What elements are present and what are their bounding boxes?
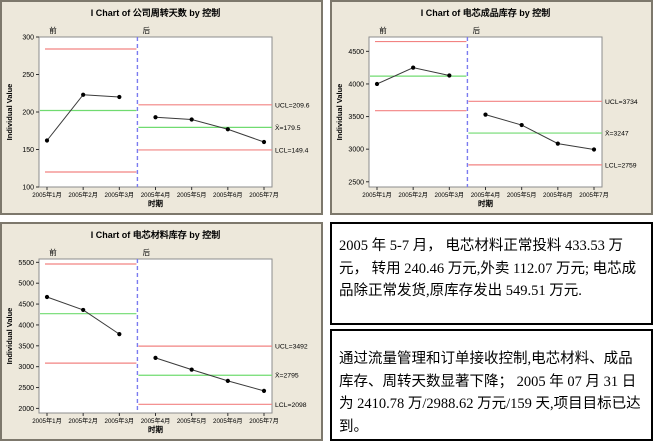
svg-text:X̄=3247: X̄=3247: [605, 130, 629, 138]
svg-text:I Chart of 公司周转天数 by 控制: I Chart of 公司周转天数 by 控制: [91, 7, 221, 18]
svg-text:LCL=2098: LCL=2098: [275, 402, 307, 409]
svg-text:2005年6月: 2005年6月: [543, 191, 573, 199]
svg-text:后: 后: [143, 25, 151, 35]
svg-text:2005年2月: 2005年2月: [68, 191, 98, 199]
svg-text:UCL=3734: UCL=3734: [605, 99, 638, 106]
svg-text:2005年1月: 2005年1月: [362, 191, 392, 199]
svg-text:2005年3月: 2005年3月: [105, 417, 135, 425]
svg-text:Individual Value: Individual Value: [5, 84, 14, 141]
svg-text:2000: 2000: [18, 406, 34, 413]
svg-text:100: 100: [22, 185, 34, 192]
note-project-conclusion-text: 通过流量管理和订单接收控制,电芯材料、成品库存、周转天数显著下降； 2005 年…: [339, 351, 641, 435]
svg-text:UCL=209.6: UCL=209.6: [275, 102, 310, 109]
note-project-conclusion: 通过流量管理和订单接收控制,电芯材料、成品库存、周转天数显著下降； 2005 年…: [330, 329, 653, 441]
chart-tile-finished-goods-inventory: I Chart of 电芯成品库存 by 控制 Individual Value 时…: [330, 0, 653, 215]
svg-text:后: 后: [473, 25, 481, 35]
svg-text:2005年2月: 2005年2月: [68, 417, 98, 425]
svg-text:2005年7月: 2005年7月: [249, 191, 279, 199]
note-material-flow-summary: 2005 年 5-7 月， 电芯材料正常投料 433.53 万元， 转用 240…: [330, 222, 653, 325]
svg-text:LCL=2759: LCL=2759: [605, 162, 637, 169]
svg-text:4000: 4000: [348, 81, 364, 88]
svg-text:前: 前: [49, 247, 57, 257]
ichart-material-inventory: I Chart of 电芯材料库存 by 控制 Individual Value 时…: [5, 229, 308, 434]
svg-text:4500: 4500: [348, 49, 364, 56]
svg-text:2005年4月: 2005年4月: [141, 191, 171, 199]
svg-text:时期: 时期: [478, 198, 493, 208]
svg-text:5500: 5500: [18, 260, 34, 267]
svg-text:5000: 5000: [18, 281, 34, 288]
svg-text:2005年3月: 2005年3月: [435, 191, 465, 199]
svg-text:250: 250: [22, 72, 34, 79]
svg-text:2500: 2500: [348, 179, 364, 186]
svg-text:2005年7月: 2005年7月: [249, 417, 279, 425]
svg-text:2005年4月: 2005年4月: [471, 191, 501, 199]
note-material-flow-text: 2005 年 5-7 月， 电芯材料正常投料 433.53 万元， 转用 240…: [339, 238, 637, 299]
svg-text:Individual Value: Individual Value: [335, 84, 344, 141]
svg-text:UCL=3492: UCL=3492: [275, 344, 308, 351]
svg-text:I Chart of 电芯材料库存 by 控制: I Chart of 电芯材料库存 by 控制: [91, 229, 221, 240]
ichart-finished-goods-inventory: I Chart of 电芯成品库存 by 控制 Individual Value 时…: [335, 7, 638, 208]
ichart-turnover-days: I Chart of 公司周转天数 by 控制 Individual Value 时…: [5, 7, 310, 208]
svg-text:3500: 3500: [348, 114, 364, 121]
svg-text:4500: 4500: [18, 302, 34, 309]
svg-text:后: 后: [143, 247, 151, 257]
svg-text:3500: 3500: [18, 343, 34, 350]
svg-text:X̄=2795: X̄=2795: [275, 372, 299, 380]
svg-text:3000: 3000: [18, 364, 34, 371]
svg-text:2500: 2500: [18, 385, 34, 392]
chart-tile-turnover-days: I Chart of 公司周转天数 by 控制 Individual Value 时…: [0, 0, 323, 215]
svg-text:2005年6月: 2005年6月: [213, 417, 243, 425]
svg-text:前: 前: [379, 25, 387, 35]
svg-text:4000: 4000: [18, 322, 34, 329]
svg-text:300: 300: [22, 35, 34, 42]
svg-text:2005年5月: 2005年5月: [177, 191, 207, 199]
svg-text:I Chart of 电芯成品库存 by 控制: I Chart of 电芯成品库存 by 控制: [421, 7, 551, 18]
svg-text:前: 前: [49, 25, 57, 35]
svg-text:2005年3月: 2005年3月: [105, 191, 135, 199]
svg-text:200: 200: [22, 110, 34, 117]
svg-text:时期: 时期: [148, 424, 163, 434]
svg-text:2005年2月: 2005年2月: [398, 191, 428, 199]
svg-text:时期: 时期: [148, 198, 163, 208]
svg-text:2005年5月: 2005年5月: [507, 191, 537, 199]
chart-tile-material-inventory: I Chart of 电芯材料库存 by 控制 Individual Value 时…: [0, 222, 323, 441]
svg-text:150: 150: [22, 147, 34, 154]
svg-text:Individual Value: Individual Value: [5, 308, 14, 365]
svg-text:X̄=179.5: X̄=179.5: [275, 124, 301, 132]
svg-text:2005年6月: 2005年6月: [213, 191, 243, 199]
svg-text:2005年1月: 2005年1月: [32, 191, 62, 199]
svg-text:2005年7月: 2005年7月: [579, 191, 609, 199]
svg-text:2005年1月: 2005年1月: [32, 417, 62, 425]
svg-text:LCL=149.4: LCL=149.4: [275, 147, 309, 154]
svg-text:2005年4月: 2005年4月: [141, 417, 171, 425]
svg-text:2005年5月: 2005年5月: [177, 417, 207, 425]
svg-text:3000: 3000: [348, 147, 364, 154]
